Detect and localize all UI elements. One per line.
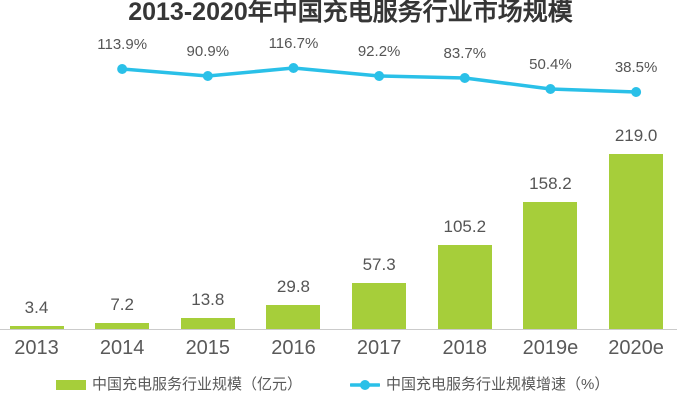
growth-point-2018 [459, 73, 470, 83]
x-axis-label-2020e: 2020e [608, 337, 664, 359]
bar-value-label-2015: 13.8 [191, 290, 225, 309]
growth-value-label-2016: 116.7% [268, 35, 319, 52]
x-axis-label-2019e: 2019e [522, 337, 579, 359]
bar-2015 [180, 318, 235, 329]
growth-point-2019e [545, 84, 556, 94]
x-axis-label-2014: 2014 [99, 337, 145, 359]
growth-value-label-2014: 113.9% [97, 36, 148, 53]
growth-point-2014 [117, 64, 128, 74]
bar-value-label-2020e: 219.0 [614, 126, 658, 145]
bar-value-label-2017: 57.3 [362, 255, 396, 274]
growth-point-2020e [631, 87, 642, 97]
x-axis-label-2015: 2015 [185, 337, 231, 359]
growth-value-label-2020e: 38.5% [614, 59, 658, 76]
growth-value-label-2017: 92.2% [357, 43, 401, 60]
bar-value-label-2019e: 158.2 [529, 174, 572, 193]
growth-point-2017 [374, 71, 385, 81]
growth-point-2015 [202, 71, 213, 81]
growth-value-label-2018: 83.7% [443, 45, 487, 62]
bar-2013 [9, 326, 64, 329]
bar-value-label-2016: 29.8 [276, 277, 311, 296]
x-axis-label-2018: 2018 [442, 337, 488, 359]
bar-2016 [266, 305, 321, 329]
bar-2018 [437, 245, 492, 329]
x-axis-label-2016: 2016 [271, 337, 316, 359]
growth-point-2016 [288, 63, 299, 73]
x-axis-line [0, 329, 677, 330]
x-axis-label-2017: 2017 [356, 337, 402, 359]
bar-value-label-2018: 105.2 [443, 217, 487, 236]
growth-value-label-2019e: 50.4% [529, 56, 572, 73]
bar-2017 [352, 283, 407, 329]
bar-value-label-2014: 7.2 [110, 295, 134, 314]
growth-value-label-2015: 90.9% [186, 43, 230, 60]
chart-title: 2013-2020年中国充电服务行业市场规模 [128, 0, 573, 26]
x-axis-label-2013: 2013 [14, 337, 59, 359]
bar-2014 [95, 323, 150, 329]
bar-2019e [523, 202, 578, 329]
bar-value-label-2013: 3.4 [24, 298, 49, 317]
bar-2020e [609, 154, 664, 329]
